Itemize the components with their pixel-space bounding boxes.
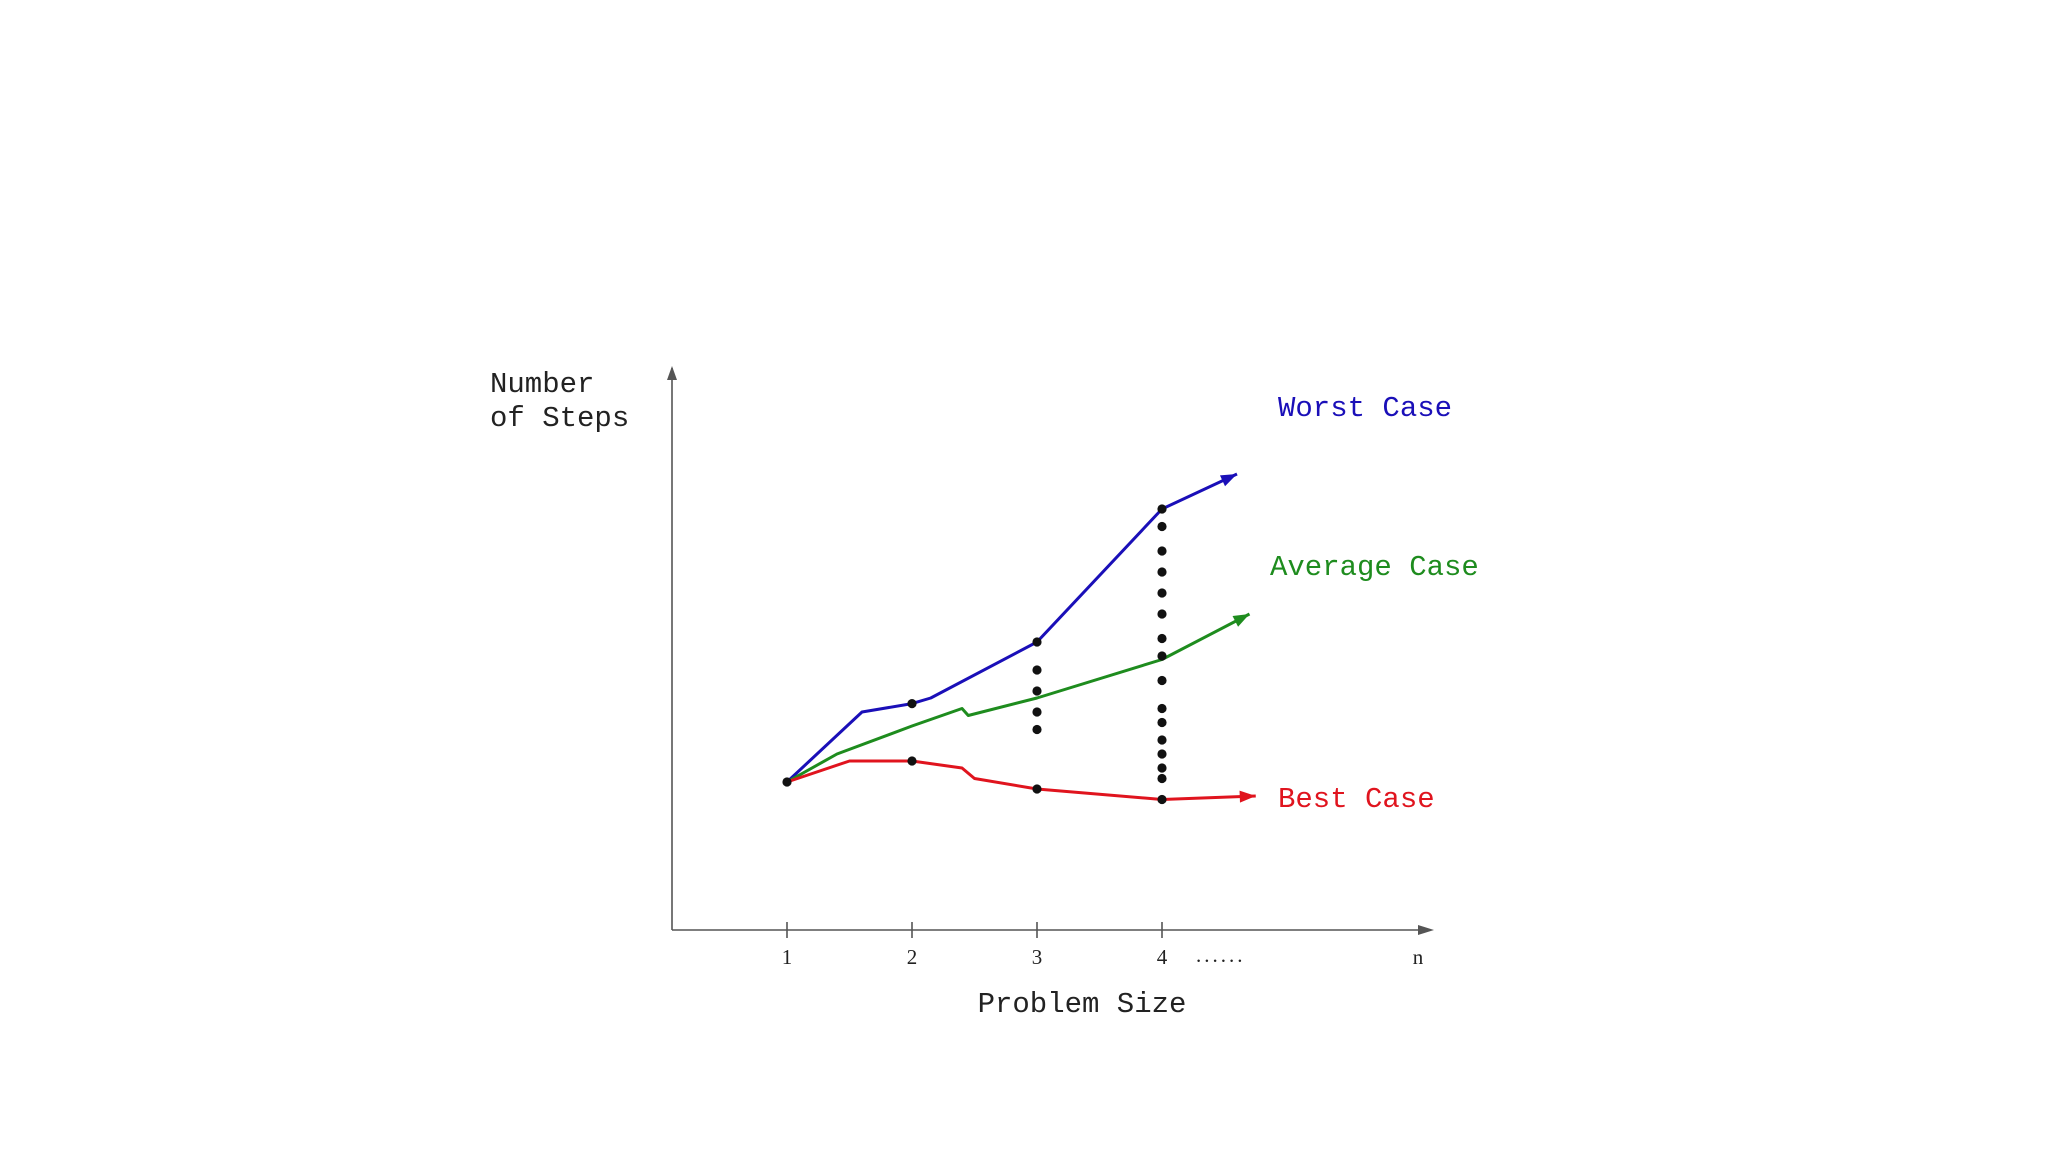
y-axis-label-line2: of Steps bbox=[490, 402, 629, 435]
sample-dot bbox=[1157, 773, 1167, 784]
average-case-curve bbox=[786, 612, 1251, 784]
best-case-curve bbox=[786, 759, 1256, 801]
x-ticks: 1 2 3 4 n bbox=[782, 922, 1424, 969]
y-axis-arrowhead bbox=[667, 366, 677, 380]
sample-dot bbox=[1032, 707, 1042, 717]
worst-case-arrowhead bbox=[1219, 474, 1237, 487]
sample-dot bbox=[1157, 749, 1167, 759]
sample-dot bbox=[1032, 724, 1042, 735]
x-axis-arrowhead bbox=[1418, 925, 1434, 935]
x-ellipsis: ...... bbox=[1196, 943, 1246, 967]
worst-case-curve bbox=[785, 472, 1238, 784]
sample-dot bbox=[1157, 567, 1167, 577]
sample-dot bbox=[1157, 651, 1167, 661]
x-axis-label: Problem Size bbox=[978, 988, 1187, 1021]
sample-dot bbox=[1032, 686, 1042, 696]
sample-dots bbox=[782, 504, 1167, 805]
x-tick-label: 1 bbox=[782, 945, 793, 969]
sample-dot bbox=[1032, 665, 1042, 675]
best-case-label: Best Case bbox=[1278, 783, 1435, 816]
sample-dot bbox=[1157, 735, 1167, 745]
sample-dot bbox=[1157, 794, 1167, 805]
sample-dot bbox=[1032, 784, 1042, 794]
worst-case-label: Worst Case bbox=[1278, 392, 1452, 425]
x-tick-label: n bbox=[1413, 945, 1424, 969]
sample-dot bbox=[1157, 521, 1167, 532]
sample-dot bbox=[907, 699, 917, 709]
average-case-label: Average Case bbox=[1270, 551, 1479, 584]
x-tick-label: 3 bbox=[1032, 945, 1043, 969]
sample-dot bbox=[1157, 675, 1167, 686]
sample-dot bbox=[1157, 588, 1167, 598]
sample-dot bbox=[782, 777, 792, 787]
curves bbox=[785, 472, 1256, 803]
sample-dot bbox=[1157, 504, 1167, 514]
sample-dot bbox=[1157, 609, 1167, 619]
sample-dot bbox=[1032, 637, 1042, 647]
sample-dot bbox=[1157, 633, 1167, 644]
sample-dot bbox=[1157, 717, 1167, 728]
sample-dot bbox=[1157, 546, 1167, 556]
sample-dot bbox=[1157, 703, 1167, 714]
x-tick-label: 4 bbox=[1157, 945, 1168, 969]
y-axis-label-line1: Number bbox=[490, 368, 594, 401]
sample-dot bbox=[1157, 763, 1167, 773]
x-tick-label: 2 bbox=[907, 945, 918, 969]
best-case-arrowhead bbox=[1239, 790, 1256, 803]
sample-dot bbox=[907, 756, 917, 766]
average-case-arrowhead bbox=[1232, 614, 1250, 627]
